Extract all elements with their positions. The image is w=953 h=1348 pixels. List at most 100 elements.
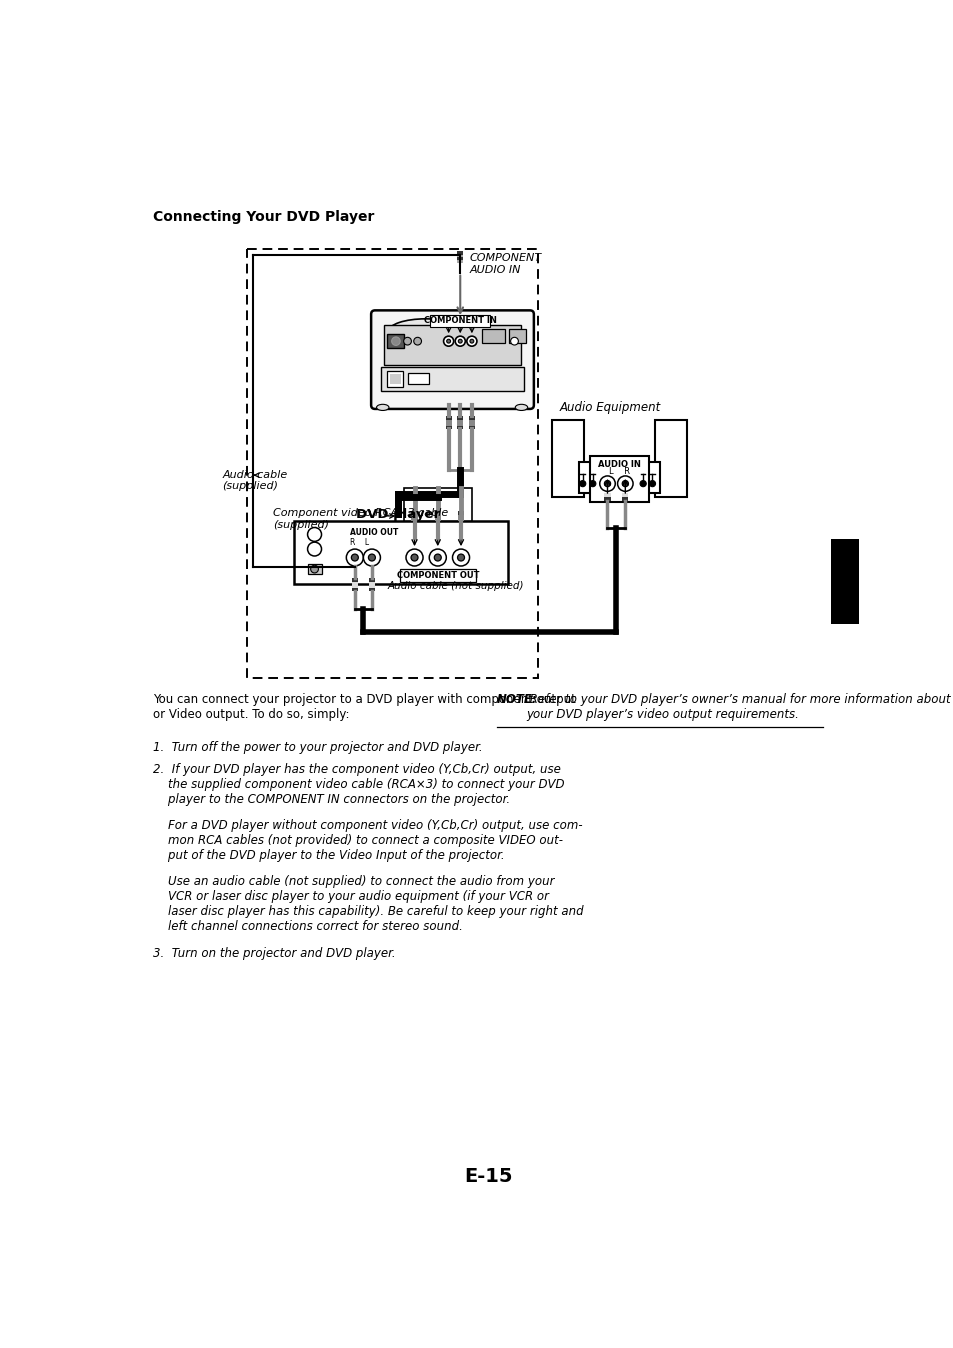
Circle shape bbox=[639, 480, 645, 487]
Circle shape bbox=[452, 549, 469, 566]
Bar bbox=[247, 249, 537, 678]
Text: E-15: E-15 bbox=[464, 1166, 513, 1186]
Text: DVD player: DVD player bbox=[356, 508, 440, 522]
Text: 2.  If your DVD player has the component video (Y,Cb,Cr) output, use
    the sup: 2. If your DVD player has the component … bbox=[152, 763, 563, 806]
Bar bbox=[384, 325, 520, 365]
FancyBboxPatch shape bbox=[430, 315, 489, 326]
Circle shape bbox=[307, 542, 321, 555]
Bar bbox=[369, 588, 375, 592]
Bar bbox=[456, 260, 463, 263]
Bar bbox=[435, 515, 440, 520]
Bar bbox=[381, 367, 523, 391]
Circle shape bbox=[446, 340, 450, 344]
Circle shape bbox=[403, 337, 411, 345]
Bar bbox=[456, 251, 463, 255]
Bar bbox=[456, 255, 463, 257]
Ellipse shape bbox=[388, 319, 461, 344]
Circle shape bbox=[434, 554, 441, 561]
Circle shape bbox=[429, 549, 446, 566]
Bar bbox=[509, 329, 525, 342]
Circle shape bbox=[649, 480, 655, 487]
Circle shape bbox=[455, 336, 465, 346]
Bar bbox=[403, 488, 472, 520]
Circle shape bbox=[443, 336, 454, 346]
Bar bbox=[468, 426, 475, 429]
Bar bbox=[294, 520, 507, 584]
Circle shape bbox=[307, 527, 321, 542]
Text: You can connect your projector to a DVD player with component output
or Video ou: You can connect your projector to a DVD … bbox=[152, 693, 575, 721]
Bar bbox=[456, 417, 463, 419]
Bar bbox=[445, 419, 452, 426]
Bar bbox=[445, 417, 452, 419]
Text: Connecting Your DVD Player: Connecting Your DVD Player bbox=[152, 210, 374, 224]
Text: 1.  Turn off the power to your projector and DVD player.: 1. Turn off the power to your projector … bbox=[152, 741, 481, 754]
Circle shape bbox=[466, 336, 476, 346]
Circle shape bbox=[351, 554, 358, 561]
Circle shape bbox=[457, 554, 464, 561]
Circle shape bbox=[457, 340, 461, 344]
Bar bbox=[445, 426, 452, 429]
Circle shape bbox=[617, 476, 633, 491]
Circle shape bbox=[406, 549, 422, 566]
Circle shape bbox=[510, 337, 517, 345]
Circle shape bbox=[363, 549, 380, 566]
Bar bbox=[407, 373, 429, 384]
Bar bbox=[456, 419, 463, 426]
Text: Use an audio cable (not supplied) to connect the audio from your
    VCR or lase: Use an audio cable (not supplied) to con… bbox=[152, 875, 582, 933]
Bar bbox=[390, 373, 400, 384]
Bar bbox=[387, 371, 402, 387]
Circle shape bbox=[346, 549, 363, 566]
Bar bbox=[578, 462, 659, 493]
Circle shape bbox=[311, 565, 318, 573]
Circle shape bbox=[579, 480, 585, 487]
Bar bbox=[369, 582, 375, 588]
Text: COMPONENT OUT: COMPONENT OUT bbox=[396, 570, 479, 580]
Circle shape bbox=[589, 480, 596, 487]
Circle shape bbox=[411, 554, 417, 561]
Text: COMPONENT IN: COMPONENT IN bbox=[423, 317, 497, 325]
Bar bbox=[307, 563, 321, 574]
FancyBboxPatch shape bbox=[399, 569, 476, 582]
Ellipse shape bbox=[515, 404, 527, 411]
Circle shape bbox=[414, 337, 421, 345]
Text: NOTE:: NOTE: bbox=[497, 693, 537, 706]
Text: Audio Equipment: Audio Equipment bbox=[558, 400, 660, 414]
Text: For a DVD player without component video (Y,Cb,Cr) output, use com-
    mon RCA : For a DVD player without component video… bbox=[152, 820, 581, 861]
Bar bbox=[590, 456, 648, 501]
Bar bbox=[551, 419, 583, 496]
Bar bbox=[457, 515, 464, 520]
Bar bbox=[411, 515, 417, 520]
Text: AUDIO IN: AUDIO IN bbox=[598, 460, 639, 469]
Circle shape bbox=[604, 480, 610, 487]
Bar bbox=[352, 582, 357, 588]
Bar bbox=[456, 426, 463, 429]
Bar bbox=[654, 419, 686, 496]
Bar bbox=[621, 493, 628, 496]
FancyBboxPatch shape bbox=[371, 310, 534, 408]
Text: R    L: R L bbox=[350, 538, 369, 546]
Bar bbox=[468, 417, 475, 419]
Bar bbox=[411, 511, 417, 515]
Bar bbox=[621, 496, 628, 500]
Bar bbox=[387, 334, 404, 348]
Text: 3.  Turn on the projector and DVD player.: 3. Turn on the projector and DVD player. bbox=[152, 948, 395, 960]
Text: Audio cable
(supplied): Audio cable (supplied) bbox=[222, 469, 287, 492]
Bar bbox=[456, 257, 463, 260]
Text: Component video RCA×3 cable
(supplied): Component video RCA×3 cable (supplied) bbox=[273, 508, 448, 530]
Bar bbox=[435, 511, 440, 515]
Bar bbox=[468, 419, 475, 426]
Ellipse shape bbox=[376, 404, 389, 411]
Bar bbox=[604, 493, 610, 496]
Circle shape bbox=[368, 554, 375, 561]
Bar bbox=[831, 539, 858, 624]
Bar bbox=[352, 588, 357, 592]
Bar bbox=[481, 329, 505, 342]
Text: Audio cable (not supplied): Audio cable (not supplied) bbox=[387, 581, 523, 590]
Bar bbox=[352, 578, 357, 582]
Text: COMPONENT
AUDIO IN: COMPONENT AUDIO IN bbox=[469, 253, 541, 275]
Circle shape bbox=[621, 480, 628, 487]
Circle shape bbox=[470, 340, 474, 344]
Text: AUDIO OUT: AUDIO OUT bbox=[350, 528, 398, 538]
Circle shape bbox=[392, 337, 399, 345]
Bar bbox=[369, 578, 375, 582]
